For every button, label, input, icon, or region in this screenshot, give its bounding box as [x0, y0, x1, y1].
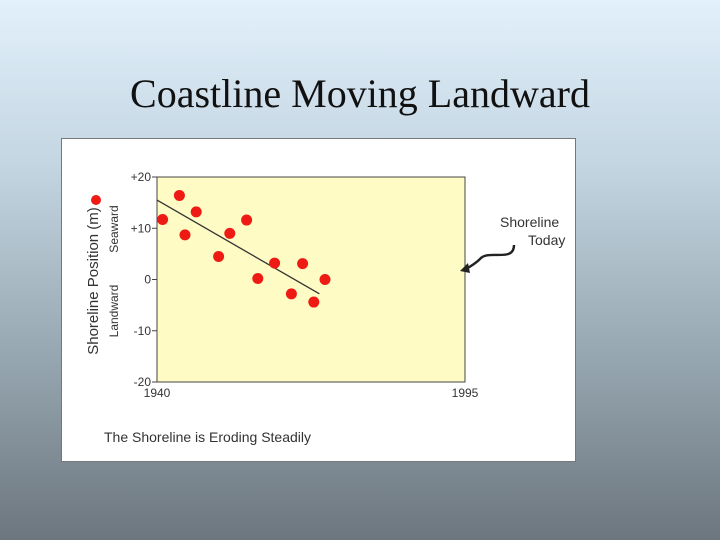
data-point	[213, 250, 225, 262]
data-point	[285, 288, 297, 300]
chart-panel: +20 +10 0 -10 -20 1940 1995 Shoreline Positio…	[61, 138, 576, 462]
data-point	[319, 274, 331, 285]
chart: +20 +10 0 -10 -20 1940 1995 Shoreline Positio…	[85, 170, 565, 445]
y-tick-label: 0	[144, 273, 151, 287]
annotation-line-2: Today	[528, 232, 565, 248]
slide-title: Coastline Moving Landward	[130, 71, 590, 116]
annotation-arrowhead	[460, 263, 470, 273]
trend-line	[156, 199, 320, 295]
data-point	[252, 272, 264, 284]
data-point	[241, 214, 253, 226]
annotation-arrow	[465, 244, 516, 271]
y-axis-label: Shoreline Position (m)	[85, 207, 102, 355]
y-tick-label: +20	[131, 170, 152, 184]
data-point	[157, 214, 169, 226]
y-axis-landward-label: Landward	[107, 285, 121, 338]
x-tick-label: 1995	[452, 386, 479, 400]
y-axis-seaward-label: Seaward	[107, 205, 121, 252]
data-point	[297, 258, 309, 270]
data-point	[190, 206, 202, 218]
data-point	[224, 227, 236, 239]
x-tick-label: 1940	[144, 386, 171, 400]
data-point	[269, 257, 281, 269]
data-point	[173, 189, 185, 201]
y-tick-label: -20	[134, 375, 152, 389]
plot-area	[156, 176, 466, 383]
y-tick-label: +10	[131, 221, 152, 235]
data-point	[179, 229, 191, 241]
data-point	[308, 296, 320, 308]
axis-label-dot	[91, 195, 101, 205]
chart-caption: The Shoreline is Eroding Steadily	[104, 429, 311, 445]
annotation-line-1: Shoreline	[500, 214, 559, 230]
y-tick-label: -10	[134, 324, 152, 338]
